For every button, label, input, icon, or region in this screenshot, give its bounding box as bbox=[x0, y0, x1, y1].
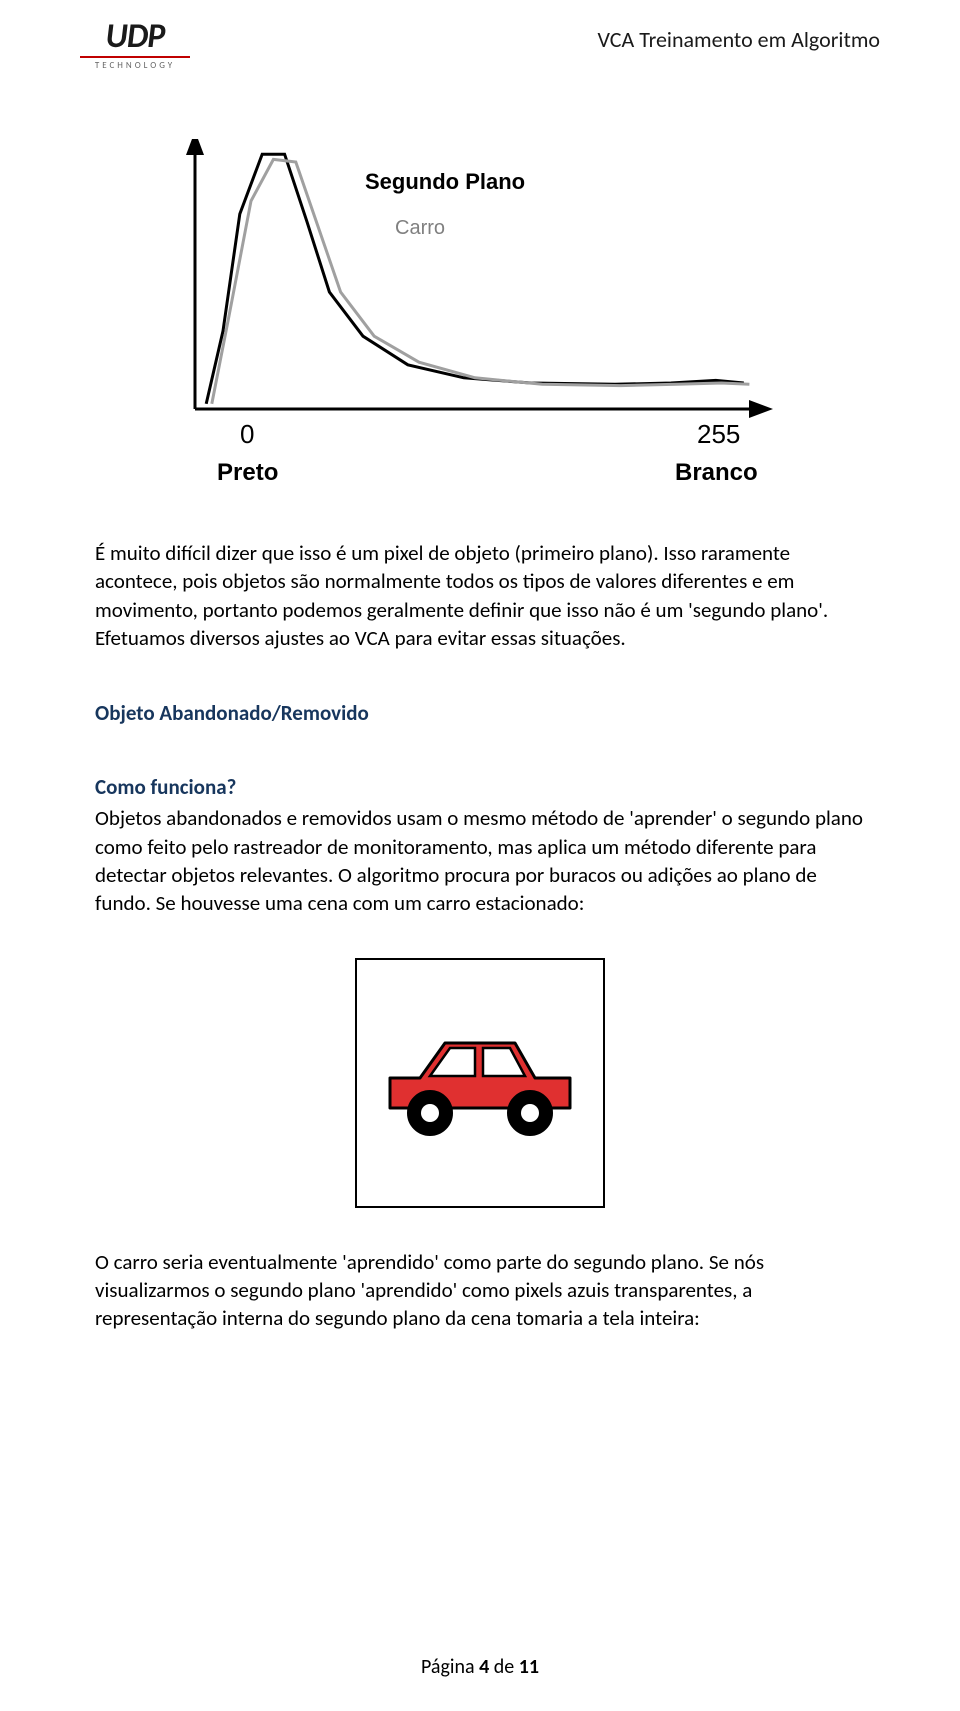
heading-como-funciona: Como funciona? bbox=[95, 774, 865, 800]
paragraph-2: Objetos abandonados e removidos usam o m… bbox=[95, 804, 865, 917]
paragraph-3: O carro seria eventualmente 'aprendido' … bbox=[95, 1248, 865, 1333]
page-content: 0 255 Preto Branco Segundo Plano Carro É… bbox=[0, 139, 960, 1333]
logo-underline bbox=[80, 56, 190, 58]
histogram-chart: 0 255 Preto Branco Segundo Plano Carro bbox=[145, 139, 785, 499]
x-label-left: Preto bbox=[217, 459, 278, 487]
heading-objeto-abandonado: Objeto Abandonado/Removido bbox=[95, 700, 865, 726]
page-footer: Página 4 de 11 bbox=[0, 1655, 960, 1679]
car-figure-box bbox=[355, 958, 605, 1208]
x-tick-0: 0 bbox=[240, 419, 254, 450]
x-tick-255: 255 bbox=[697, 419, 740, 450]
document-title: VCA Treinamento em Algoritmo bbox=[598, 26, 881, 53]
paragraph-1: É muito difícil dizer que isso é um pixe… bbox=[95, 539, 865, 652]
footer-middle: de bbox=[489, 1655, 519, 1679]
footer-current-page: 4 bbox=[479, 1655, 489, 1679]
logo-sub-text: TECHNOLOGY bbox=[95, 60, 175, 71]
series-label-segundo-plano: Segundo Plano bbox=[365, 169, 525, 195]
logo-main-text: UDP bbox=[106, 20, 165, 54]
footer-prefix: Página bbox=[421, 1655, 479, 1679]
logo: UDP TECHNOLOGY bbox=[80, 20, 190, 71]
car-icon bbox=[375, 1018, 585, 1148]
series-label-carro: Carro bbox=[395, 217, 445, 240]
footer-total-pages: 11 bbox=[519, 1655, 539, 1679]
x-label-right: Branco bbox=[675, 459, 758, 487]
page-header: UDP TECHNOLOGY VCA Treinamento em Algori… bbox=[0, 0, 960, 79]
